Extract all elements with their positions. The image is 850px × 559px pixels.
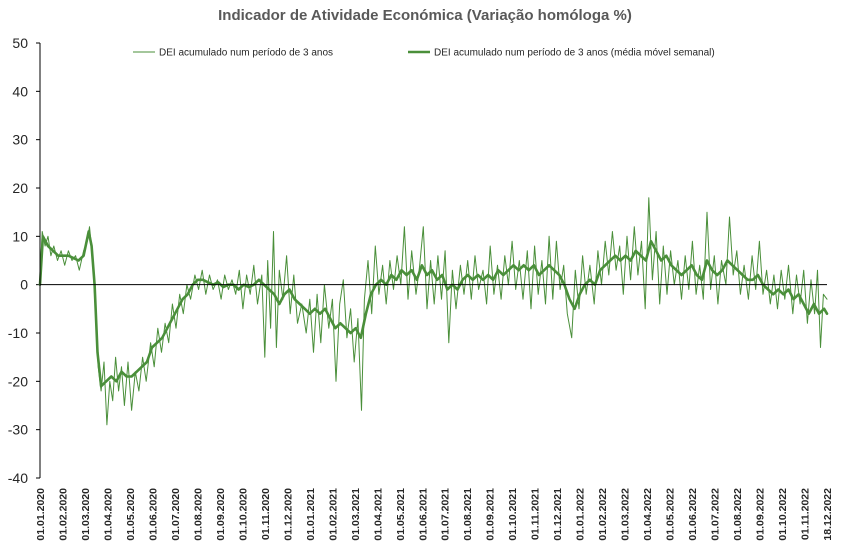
y-tick-label: 20 <box>12 180 28 196</box>
y-tick-label: -10 <box>8 325 28 341</box>
x-tick-label: 01.02.2021 <box>327 488 339 541</box>
y-tick-label: 10 <box>12 228 28 244</box>
x-tick-label: 01.11.2021 <box>530 488 542 540</box>
y-tick-label: 0 <box>20 277 28 293</box>
x-tick-label: 18.12.2022 <box>822 488 834 541</box>
x-tick-label: 01.01.2021 <box>305 488 317 541</box>
x-tick-label: 01.03.2020 <box>80 488 92 541</box>
x-tick-label: 01.04.2020 <box>102 488 114 541</box>
x-tick-label: 01.03.2022 <box>620 488 632 541</box>
x-tick-label: 01.01.2020 <box>35 488 47 541</box>
x-tick-label: 01.02.2022 <box>597 488 609 541</box>
x-tick-label: 01.11.2022 <box>800 488 812 540</box>
x-tick-label: 01.10.2021 <box>507 488 519 541</box>
x-tick-label: 01.04.2022 <box>642 488 654 541</box>
legend-label-series-2: DEI acumulado num período de 3 anos (méd… <box>434 48 715 59</box>
x-tick-label: 01.06.2020 <box>147 488 159 541</box>
x-tick-label: 01.09.2020 <box>215 488 227 541</box>
y-tick-label: 40 <box>12 83 28 99</box>
x-tick-label: 01.05.2020 <box>125 488 137 541</box>
y-tick-label: -20 <box>8 373 28 389</box>
x-tick-label: 01.07.2022 <box>710 488 722 541</box>
x-tick-label: 01.01.2022 <box>575 488 587 541</box>
x-axis: 01.01.2020 01.02.2020 01.03.2020 01.04.2020… <box>35 488 834 541</box>
series-line-moving-average <box>38 230 829 388</box>
series-layer <box>38 197 829 426</box>
chart-title: Indicador de Atividade Económica (Variaç… <box>218 7 632 24</box>
y-tick-label: 50 <box>12 35 28 51</box>
y-axis: 50 40 30 20 10 0 -10 -20 -30 -40 <box>8 35 40 486</box>
x-tick-label: 01.06.2021 <box>417 488 429 541</box>
x-tick-label: 01.04.2021 <box>372 488 384 541</box>
y-tick-label: -40 <box>8 470 28 486</box>
x-tick-label: 01.06.2022 <box>687 488 699 541</box>
y-tick-label: -30 <box>8 422 28 438</box>
legend-label-series-1: DEI acumulado num período de 3 anos <box>159 48 333 59</box>
chart-legend: DEI acumulado num período de 3 anos DEI … <box>133 48 715 59</box>
x-tick-label: 01.08.2021 <box>462 488 474 541</box>
series-line-daily <box>39 197 828 426</box>
x-tick-label: 01.07.2020 <box>170 488 182 541</box>
x-tick-label: 01.11.2020 <box>260 488 272 540</box>
x-tick-label: 01.10.2022 <box>777 488 789 541</box>
x-tick-label: 01.05.2022 <box>665 488 677 541</box>
x-tick-label: 01.03.2021 <box>350 488 362 541</box>
y-tick-label: 30 <box>12 132 28 148</box>
x-tick-label: 01.12.2021 <box>552 488 564 541</box>
x-tick-label: 01.09.2021 <box>485 488 497 541</box>
x-tick-label: 01.09.2022 <box>755 488 767 541</box>
x-tick-label: 01.08.2022 <box>732 488 744 541</box>
x-tick-label: 01.12.2020 <box>282 488 294 541</box>
x-tick-label: 01.08.2020 <box>192 488 204 541</box>
x-tick-label: 01.05.2021 <box>395 488 407 541</box>
x-tick-label: 01.10.2020 <box>237 488 249 541</box>
x-tick-label: 01.07.2021 <box>440 488 452 541</box>
x-tick-label: 01.02.2020 <box>57 488 69 541</box>
